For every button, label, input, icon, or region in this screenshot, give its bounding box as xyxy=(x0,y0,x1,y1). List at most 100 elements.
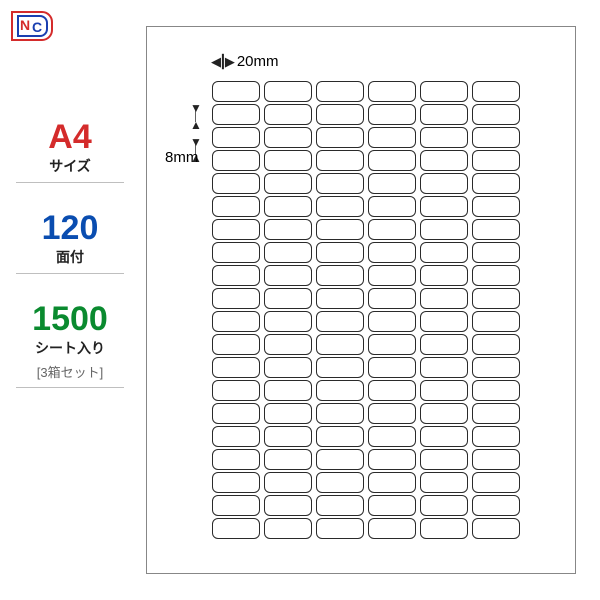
label-chip xyxy=(420,81,468,102)
label-chip xyxy=(420,173,468,194)
label-chip xyxy=(264,219,312,240)
label-chip xyxy=(472,81,520,102)
label-chip xyxy=(212,449,260,470)
label-chip xyxy=(212,150,260,171)
label-chip xyxy=(264,104,312,125)
info-sheets: 1500 シート入り [3箱セット] xyxy=(10,302,130,388)
label-chip xyxy=(420,196,468,217)
info-size-label: サイズ xyxy=(10,156,130,176)
label-sheet: ◀┃▶20mm ▼ │ ▲ ▼ │ ▲ 8mm xyxy=(146,26,576,574)
label-chip xyxy=(368,311,416,332)
label-chip xyxy=(264,311,312,332)
label-chip xyxy=(212,104,260,125)
label-chip xyxy=(264,357,312,378)
label-chip xyxy=(472,127,520,148)
label-chip xyxy=(316,357,364,378)
label-chip xyxy=(420,219,468,240)
label-chip xyxy=(368,219,416,240)
label-chip xyxy=(472,495,520,516)
label-chip xyxy=(368,518,416,539)
label-chip xyxy=(420,242,468,263)
info-sheets-value: 1500 xyxy=(10,302,130,336)
label-chip xyxy=(368,495,416,516)
label-chip xyxy=(212,265,260,286)
label-chip xyxy=(316,518,364,539)
label-chip xyxy=(316,334,364,355)
label-chip xyxy=(316,403,364,424)
label-chip xyxy=(368,426,416,447)
label-chip xyxy=(420,518,468,539)
label-chip xyxy=(264,265,312,286)
info-size: A4 サイズ xyxy=(10,120,130,183)
label-chip xyxy=(472,403,520,424)
label-chip xyxy=(212,81,260,102)
label-chip xyxy=(420,104,468,125)
label-chip xyxy=(368,334,416,355)
label-chip xyxy=(316,127,364,148)
label-chip xyxy=(212,495,260,516)
arrow-horizontal-icon: ◀┃▶ xyxy=(211,54,233,69)
label-chip xyxy=(420,449,468,470)
info-divider xyxy=(16,273,124,274)
label-chip xyxy=(420,472,468,493)
label-chip xyxy=(212,426,260,447)
label-chip xyxy=(316,449,364,470)
label-chip xyxy=(264,472,312,493)
label-chip xyxy=(472,265,520,286)
label-chip xyxy=(472,334,520,355)
label-chip xyxy=(420,265,468,286)
label-chip xyxy=(264,173,312,194)
label-chip xyxy=(420,426,468,447)
label-chip xyxy=(472,518,520,539)
label-chip xyxy=(472,311,520,332)
label-chip xyxy=(368,196,416,217)
label-chip xyxy=(264,449,312,470)
label-chip xyxy=(316,426,364,447)
label-chip xyxy=(420,380,468,401)
label-chip xyxy=(472,150,520,171)
label-chip xyxy=(472,196,520,217)
dimension-height-value: 8mm xyxy=(165,149,198,166)
label-chip xyxy=(368,104,416,125)
label-chip xyxy=(472,472,520,493)
label-chip xyxy=(264,403,312,424)
logo-letter-n: N xyxy=(20,17,30,33)
label-chip xyxy=(264,426,312,447)
label-chip xyxy=(212,403,260,424)
label-chip xyxy=(472,219,520,240)
label-chip xyxy=(316,196,364,217)
label-chip xyxy=(316,173,364,194)
label-chip xyxy=(316,495,364,516)
label-chip xyxy=(368,265,416,286)
label-chip xyxy=(472,242,520,263)
label-chip xyxy=(212,380,260,401)
label-chip xyxy=(420,311,468,332)
label-chip xyxy=(420,357,468,378)
label-chip xyxy=(212,472,260,493)
label-chip xyxy=(264,495,312,516)
label-chip xyxy=(368,472,416,493)
info-faces-value: 120 xyxy=(10,211,130,245)
label-chip xyxy=(420,403,468,424)
label-chip xyxy=(264,81,312,102)
label-chip xyxy=(472,426,520,447)
label-chip xyxy=(420,495,468,516)
label-chip xyxy=(212,357,260,378)
label-chip xyxy=(316,81,364,102)
label-chip xyxy=(212,173,260,194)
label-chip xyxy=(472,104,520,125)
label-chip xyxy=(264,196,312,217)
label-chip xyxy=(316,288,364,309)
info-size-value: A4 xyxy=(10,120,130,154)
label-chip xyxy=(212,311,260,332)
arrow-up-icon: ▲ xyxy=(183,120,209,131)
label-chip xyxy=(420,334,468,355)
label-chip xyxy=(316,311,364,332)
info-panel: A4 サイズ 120 面付 1500 シート入り [3箱セット] xyxy=(10,120,130,416)
label-chip xyxy=(368,403,416,424)
label-chip xyxy=(472,449,520,470)
label-chip xyxy=(264,288,312,309)
label-chip xyxy=(316,265,364,286)
brand-logo: N C xyxy=(8,8,56,44)
label-chip xyxy=(472,380,520,401)
